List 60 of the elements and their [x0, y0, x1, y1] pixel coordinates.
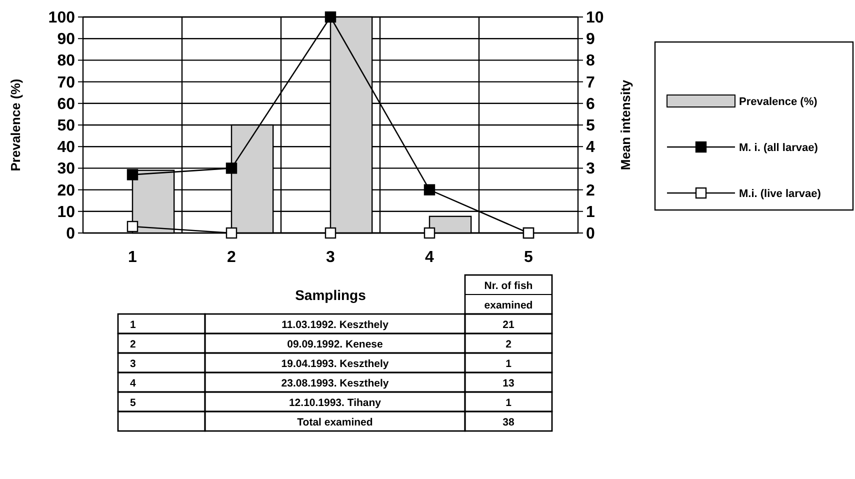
point	[226, 227, 238, 239]
point	[126, 220, 138, 232]
text: 1	[506, 397, 512, 409]
y-tick-label: 40	[57, 139, 76, 156]
text: 11.03.1992. Keszthely	[282, 319, 389, 331]
point	[126, 169, 138, 180]
text: 19.04.1993. Keszthely	[281, 358, 389, 370]
y2-tick-label: 1	[586, 204, 595, 221]
text: 1	[130, 319, 136, 331]
x-tick-label: 2	[227, 249, 236, 266]
text: 12.10.1993. Tihany	[288, 397, 382, 409]
y2-tick-label: 8	[586, 52, 595, 70]
text: examined	[484, 300, 533, 312]
x-axis-title: Samplings	[295, 287, 366, 303]
text: 3	[130, 358, 136, 370]
point	[324, 11, 336, 23]
text: 13	[502, 378, 514, 390]
y2-tick-label: 4	[586, 139, 595, 156]
y-tick-label: 20	[57, 182, 76, 200]
y2-tick-label: 6	[586, 96, 595, 113]
y-axis-title: Prevalence (%)	[8, 78, 23, 172]
y2-tick-label: 2	[586, 182, 595, 200]
y2-tick-label: 5	[586, 118, 595, 134]
y2-tick-label: 10	[586, 10, 604, 26]
text: 38	[502, 416, 514, 428]
point	[324, 227, 336, 239]
y2-tick-label: 3	[586, 160, 595, 178]
text: 4	[130, 378, 136, 390]
y-tick-label: 100	[48, 10, 76, 26]
text: M.i. (live larvae)	[739, 188, 822, 200]
x-tick-label: 5	[524, 249, 534, 266]
text: 2	[506, 338, 512, 350]
y2-tick-label: 7	[586, 74, 595, 92]
y2-tick-label: 9	[586, 31, 595, 48]
y-tick-label: 70	[57, 74, 76, 92]
text: 1	[506, 358, 512, 370]
y2-tick-label: 0	[586, 226, 595, 242]
y-tick-label: 30	[57, 160, 76, 178]
y2-axis-title: Mean intensity	[618, 79, 633, 170]
text: Total examined	[297, 416, 373, 428]
y-tick-label: 80	[57, 52, 76, 70]
text: M. i. (all larvae)	[739, 142, 818, 154]
point	[424, 227, 436, 239]
point	[226, 162, 238, 174]
text: 23.08.1993. Keszthely	[281, 378, 389, 390]
y-tick-label: 10	[57, 204, 76, 221]
text: Prevalence (%)	[739, 96, 818, 108]
text: 5	[130, 397, 136, 409]
text: 2	[130, 338, 136, 350]
y-tick-label: 50	[57, 118, 76, 134]
x-tick-label: 4	[425, 249, 434, 266]
y-tick-label: 60	[57, 96, 76, 113]
text: 21	[502, 319, 514, 331]
point	[424, 184, 436, 196]
text: 09.09.1992. Kenese	[287, 338, 384, 350]
x-tick-label: 1	[128, 249, 138, 266]
y-tick-label: 90	[57, 31, 76, 48]
y-tick-label: 0	[66, 226, 76, 242]
text: Nr. of fish	[484, 280, 533, 292]
x-tick-label: 3	[326, 249, 336, 266]
